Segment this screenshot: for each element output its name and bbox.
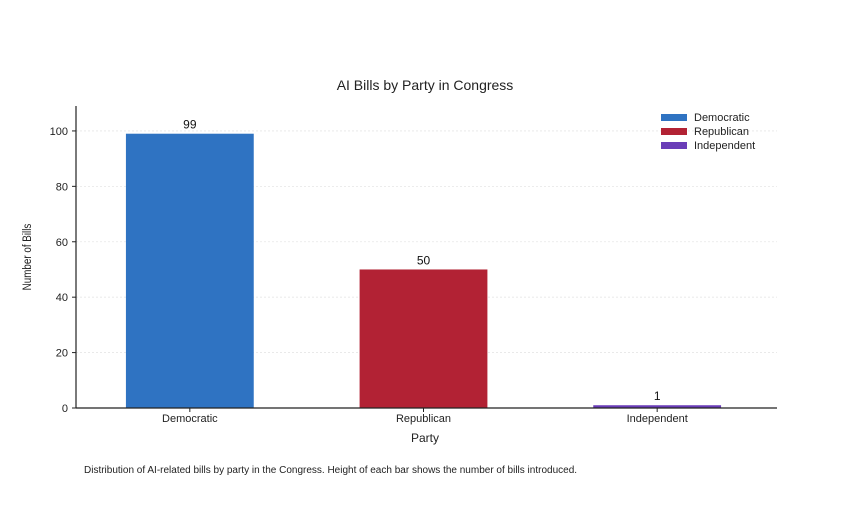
y-axis-title: Number of Bills <box>21 223 34 290</box>
x-tick-label: Democratic <box>162 413 218 425</box>
legend-swatch-republican <box>661 128 687 135</box>
y-axis-ticks: 0 20 40 60 80 100 <box>50 126 76 415</box>
legend-label-republican: Republican <box>694 126 749 138</box>
bar-republican <box>359 269 488 408</box>
chart-title: AI Bills by Party in Congress <box>337 77 514 93</box>
data-label-republican: 50 <box>417 253 431 267</box>
x-tick-label: Republican <box>396 413 451 425</box>
y-tick-label: 0 <box>62 403 68 415</box>
x-axis-title: Party <box>411 431 439 445</box>
chart-caption: Distribution of AI-related bills by part… <box>84 465 578 476</box>
legend-label-democratic: Democratic <box>694 112 750 124</box>
data-labels: 99 50 1 <box>183 118 661 404</box>
legend-swatch-democratic <box>661 114 687 121</box>
data-label-independent: 1 <box>654 389 661 403</box>
legend-swatch-independent <box>661 142 687 149</box>
legend-label-independent: Independent <box>694 140 755 152</box>
bar-democratic <box>125 133 254 408</box>
legend: Democratic Republican Independent <box>661 112 755 152</box>
y-tick-label: 20 <box>56 348 68 360</box>
x-axis-ticks: Democratic Republican Independent <box>162 408 688 425</box>
x-tick-label: Independent <box>627 413 688 425</box>
bar-independent <box>593 405 722 408</box>
data-label-democratic: 99 <box>183 118 197 132</box>
y-tick-label: 60 <box>56 237 68 249</box>
y-tick-label: 80 <box>56 181 68 193</box>
bars <box>125 133 722 408</box>
y-tick-label: 40 <box>56 292 68 304</box>
y-tick-label: 100 <box>50 126 68 138</box>
